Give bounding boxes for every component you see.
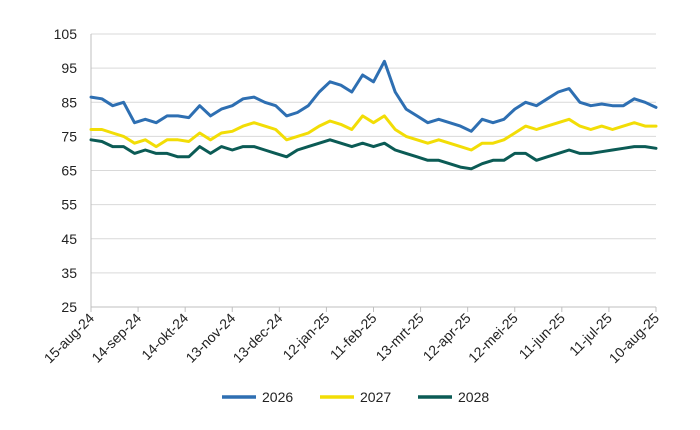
y-tick-label: 45: [61, 231, 77, 247]
series-lines: [89, 59, 658, 171]
x-tick-label: 11-feb-25: [327, 310, 380, 363]
y-tick-label: 25: [61, 299, 77, 315]
gridlines: [91, 33, 656, 308]
x-tick-label: 10-aug-25: [606, 310, 663, 367]
legend-label-2027: 2027: [360, 389, 391, 405]
y-tick-label: 85: [61, 94, 77, 110]
y-tick-label: 35: [61, 265, 77, 281]
x-tick-label: 12-mei-25: [465, 310, 521, 366]
x-tick-label: 13-dec-24: [230, 310, 286, 366]
x-tick-label: 13-mrt-25: [372, 310, 426, 364]
axes: [90, 34, 657, 312]
x-tick-label: 11-jun-25: [516, 310, 569, 363]
x-tick-label: 12-jan-25: [279, 310, 332, 363]
y-tick-label: 95: [61, 60, 77, 76]
y-axis-tick-labels: 25 35 45 55 65 75 85 95 105: [54, 26, 78, 315]
y-tick-label: 65: [61, 163, 77, 179]
y-tick-label: 105: [54, 26, 78, 42]
x-tick-label: 15-aug-24: [41, 310, 98, 367]
legend: 2026 2027 2028: [222, 389, 489, 405]
legend-label-2028: 2028: [458, 389, 489, 405]
x-tick-label: 14-sep-24: [88, 310, 144, 366]
x-axis-tick-labels: 15-aug-2414-sep-2414-okt-2413-nov-2413-d…: [41, 310, 663, 367]
series-line-2026: [89, 59, 658, 133]
y-tick-label: 55: [61, 197, 77, 213]
x-tick-label: 13-nov-24: [182, 310, 238, 366]
y-tick-label: 75: [61, 128, 77, 144]
series-line-2027: [89, 114, 658, 152]
series-line-2028: [89, 138, 658, 171]
legend-label-2026: 2026: [262, 389, 293, 405]
